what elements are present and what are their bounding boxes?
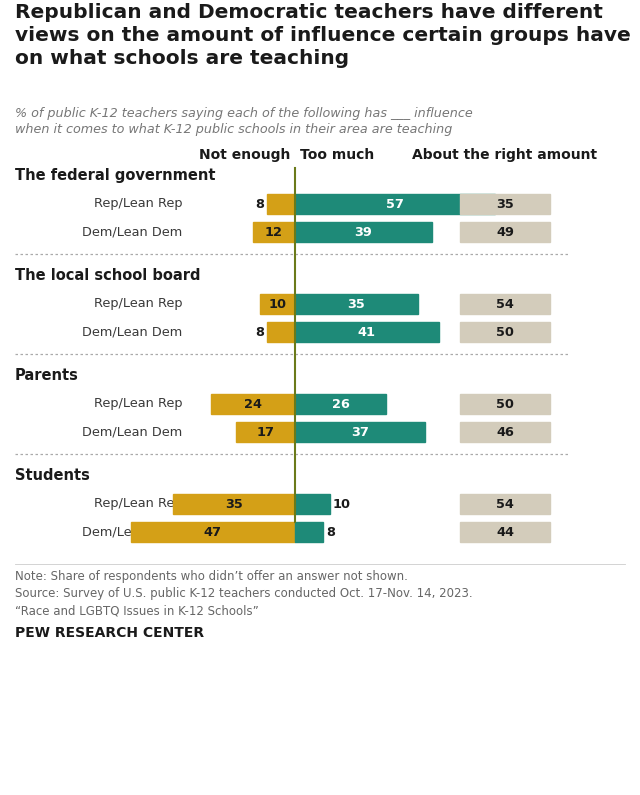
- Text: Dem/Lean Dem: Dem/Lean Dem: [82, 525, 182, 538]
- Text: 57: 57: [386, 197, 404, 211]
- Text: 12: 12: [265, 226, 283, 238]
- Bar: [460, 494, 550, 514]
- Text: 26: 26: [332, 398, 349, 410]
- Text: Too much: Too much: [300, 148, 374, 162]
- Text: 39: 39: [355, 226, 372, 238]
- Bar: [260, 294, 295, 314]
- Text: PEW RESEARCH CENTER: PEW RESEARCH CENTER: [15, 626, 204, 640]
- Text: 17: 17: [256, 425, 275, 439]
- Bar: [460, 194, 550, 214]
- Bar: [295, 222, 431, 242]
- Bar: [460, 394, 550, 414]
- Text: 47: 47: [204, 525, 221, 538]
- Text: Students: Students: [15, 468, 90, 483]
- Bar: [131, 522, 295, 542]
- Text: 50: 50: [496, 398, 514, 410]
- Bar: [295, 294, 417, 314]
- Bar: [295, 394, 386, 414]
- Text: 50: 50: [496, 325, 514, 339]
- Text: 49: 49: [496, 226, 514, 238]
- Bar: [295, 422, 424, 442]
- Text: 24: 24: [244, 398, 262, 410]
- Text: 10: 10: [333, 498, 351, 510]
- Text: Rep/Lean Rep: Rep/Lean Rep: [93, 498, 182, 510]
- Bar: [460, 422, 550, 442]
- Bar: [253, 222, 295, 242]
- Text: 10: 10: [269, 297, 287, 311]
- Text: Dem/Lean Dem: Dem/Lean Dem: [82, 226, 182, 238]
- Text: 44: 44: [496, 525, 514, 538]
- Text: Rep/Lean Rep: Rep/Lean Rep: [93, 197, 182, 211]
- Bar: [460, 294, 550, 314]
- Text: The local school board: The local school board: [15, 268, 200, 283]
- Text: 46: 46: [496, 425, 514, 439]
- Text: Rep/Lean Rep: Rep/Lean Rep: [93, 398, 182, 410]
- Text: Dem/Lean Dem: Dem/Lean Dem: [82, 425, 182, 439]
- Bar: [173, 494, 295, 514]
- Text: 54: 54: [496, 498, 514, 510]
- Text: Note: Share of respondents who didn’t offer an answer not shown.
Source: Survey : Note: Share of respondents who didn’t of…: [15, 570, 472, 617]
- Bar: [460, 222, 550, 242]
- Text: 54: 54: [496, 297, 514, 311]
- Bar: [267, 322, 295, 342]
- Text: 35: 35: [496, 197, 514, 211]
- Bar: [295, 522, 323, 542]
- Text: Dem/Lean Dem: Dem/Lean Dem: [82, 325, 182, 339]
- Bar: [295, 494, 330, 514]
- Text: Republican and Democratic teachers have different
views on the amount of influen: Republican and Democratic teachers have …: [15, 3, 631, 68]
- Text: 41: 41: [358, 325, 376, 339]
- Text: 8: 8: [326, 525, 335, 538]
- Bar: [211, 394, 295, 414]
- Text: Parents: Parents: [15, 368, 79, 383]
- Text: The federal government: The federal government: [15, 168, 216, 183]
- Text: 8: 8: [255, 325, 264, 339]
- Text: 37: 37: [351, 425, 369, 439]
- Text: 35: 35: [225, 498, 243, 510]
- Text: Rep/Lean Rep: Rep/Lean Rep: [93, 297, 182, 311]
- Bar: [295, 194, 495, 214]
- Bar: [295, 322, 438, 342]
- Bar: [267, 194, 295, 214]
- Text: Not enough: Not enough: [198, 148, 290, 162]
- Bar: [236, 422, 295, 442]
- Text: 8: 8: [255, 197, 264, 211]
- Text: % of public K-12 teachers saying each of the following has ___ influence
when it: % of public K-12 teachers saying each of…: [15, 107, 473, 136]
- Text: About the right amount: About the right amount: [412, 148, 598, 162]
- Bar: [460, 322, 550, 342]
- Bar: [460, 522, 550, 542]
- Text: 35: 35: [348, 297, 365, 311]
